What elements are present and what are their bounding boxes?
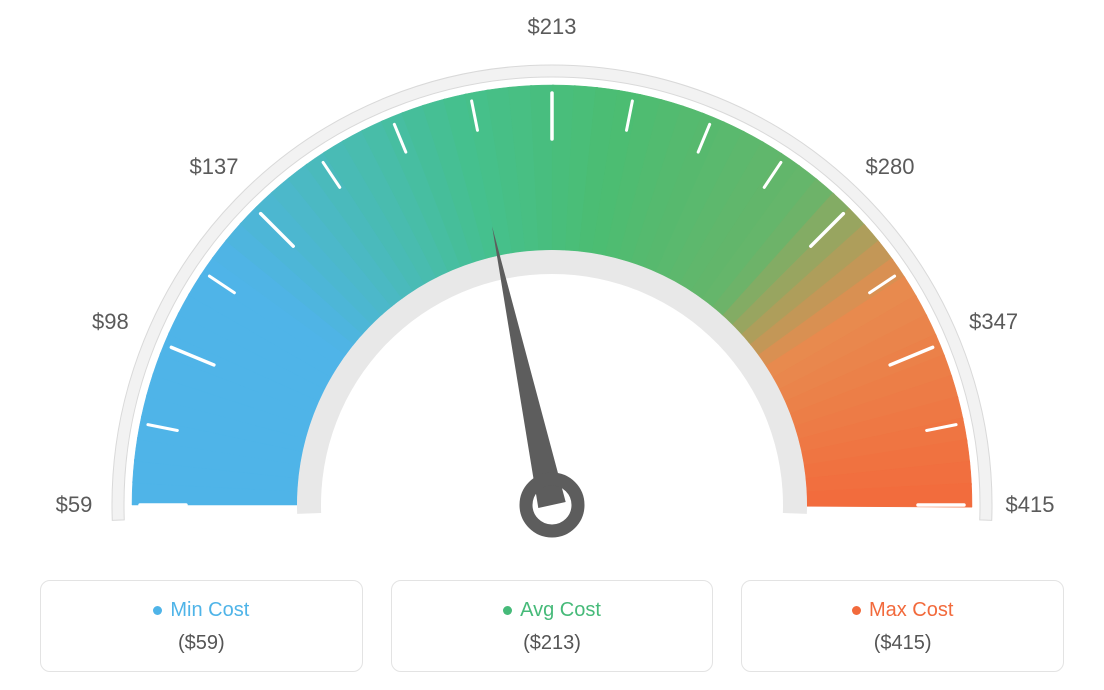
legend-card-avg: Avg Cost ($213): [391, 580, 714, 672]
legend-card-min: Min Cost ($59): [40, 580, 363, 672]
legend-value: ($59): [51, 632, 352, 655]
gauge-chart: $59 $98 $137 $213 $280 $347 $415: [0, 0, 1104, 560]
legend-value: ($415): [752, 632, 1053, 655]
legend-row: Min Cost ($59) Avg Cost ($213) Max Cost …: [0, 580, 1104, 672]
gauge-tick-label: $137: [190, 154, 239, 180]
gauge-svg: [0, 0, 1104, 560]
gauge-tick-label: $280: [866, 154, 915, 180]
legend-card-max: Max Cost ($415): [741, 580, 1064, 672]
legend-title-text: Avg Cost: [520, 599, 601, 622]
legend-value: ($213): [402, 632, 703, 655]
gauge-tick-label: $59: [56, 492, 93, 518]
dot-icon: [153, 606, 162, 615]
legend-title-text: Min Cost: [170, 599, 249, 622]
gauge-tick-label: $415: [1006, 492, 1055, 518]
legend-title-text: Max Cost: [869, 599, 953, 622]
dot-icon: [503, 606, 512, 615]
dot-icon: [852, 606, 861, 615]
gauge-tick-label: $213: [528, 14, 577, 40]
gauge-tick-label: $347: [969, 309, 1018, 335]
gauge-tick-label: $98: [92, 309, 129, 335]
